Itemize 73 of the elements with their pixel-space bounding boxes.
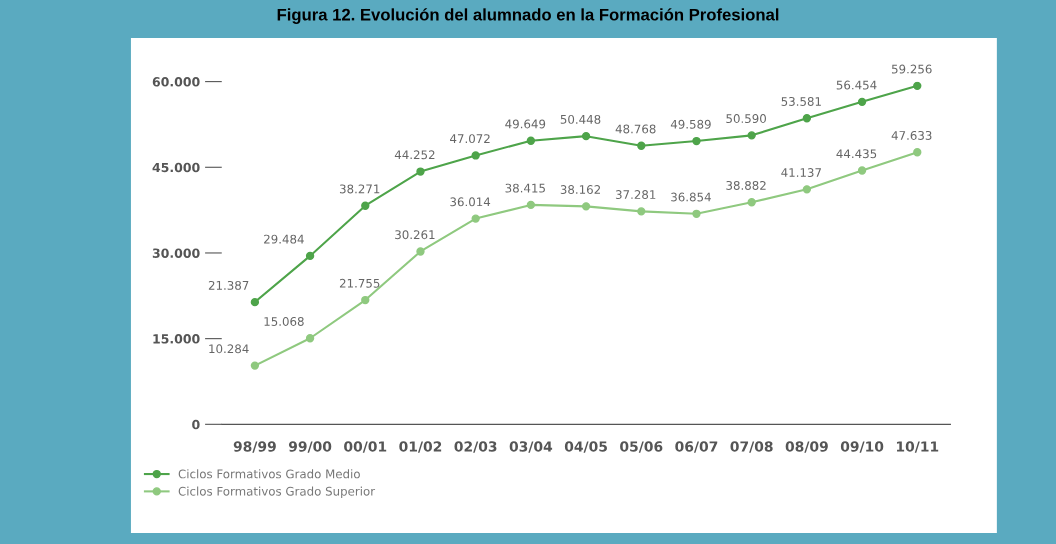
x-tick-label: 10/11 xyxy=(896,441,939,453)
data-label: 49.589 xyxy=(670,119,711,129)
point xyxy=(913,148,922,157)
x-tick-label: 99/00 xyxy=(288,441,332,453)
x-tick-label: 98/99 xyxy=(233,441,276,453)
data-label: 29.484 xyxy=(264,234,304,244)
y-tick-label: 15.000 xyxy=(153,334,200,344)
data-label: 47.633 xyxy=(891,130,932,140)
point xyxy=(802,185,812,194)
data-label: 10.284 xyxy=(209,344,249,354)
data-label: 47.072 xyxy=(450,134,490,144)
x-tick-label: 09/10 xyxy=(840,441,884,453)
data-label: 41.137 xyxy=(781,168,821,178)
data-label: 36.014 xyxy=(450,197,491,207)
x-tick-label: 08/09 xyxy=(785,441,828,453)
point xyxy=(305,251,315,261)
data-label: 56.454 xyxy=(836,80,877,90)
x-tick-label: 02/03 xyxy=(454,441,497,453)
point xyxy=(305,334,315,343)
data-label: 38.162 xyxy=(560,185,600,195)
data-label: 59.256 xyxy=(891,64,932,74)
point xyxy=(637,141,646,150)
y-tick-label: 30.000 xyxy=(152,248,200,258)
point xyxy=(581,202,591,211)
point xyxy=(526,136,536,145)
data-label: 48.768 xyxy=(615,124,656,134)
data-label: 21.387 xyxy=(208,280,249,290)
x-tick-label: 07/08 xyxy=(730,441,773,453)
point xyxy=(250,297,260,307)
point xyxy=(913,81,922,91)
point xyxy=(361,295,370,305)
point xyxy=(361,201,370,210)
data-label: 37.281 xyxy=(615,190,656,200)
legend-label: Ciclos Formativos Grado Superior xyxy=(178,486,376,498)
data-label: 38.271 xyxy=(339,184,380,194)
point xyxy=(416,167,425,176)
data-label: 38.882 xyxy=(726,180,766,190)
x-tick-label: 01/02 xyxy=(399,441,442,453)
data-label: 21.755 xyxy=(339,278,380,288)
data-label: 38.415 xyxy=(505,183,545,193)
data-label: 30.261 xyxy=(395,230,435,240)
data-label: 49.649 xyxy=(505,119,546,129)
data-label: 53.581 xyxy=(781,97,821,106)
point xyxy=(747,131,756,140)
x-tick-label: 05/06 xyxy=(620,441,663,453)
chart-title: Figura 12. Evolución del alumnado en la Formación Profesional xyxy=(277,8,779,24)
data-label: 36.854 xyxy=(671,192,711,202)
x-tick-label: 03/04 xyxy=(509,441,553,453)
point xyxy=(857,97,867,107)
legend-label: Ciclos Formativos Grado Medio xyxy=(178,469,360,479)
point xyxy=(802,114,812,123)
data-label: 44.252 xyxy=(394,150,435,160)
data-label: 50.448 xyxy=(560,114,601,124)
x-tick-label: 00/01 xyxy=(344,441,387,453)
point xyxy=(581,131,591,141)
point xyxy=(471,214,480,223)
point xyxy=(526,200,536,210)
data-label: 44.435 xyxy=(836,149,877,159)
data-label: 50.590 xyxy=(726,114,766,124)
data-label: 15.068 xyxy=(264,316,304,326)
point xyxy=(857,166,867,175)
point xyxy=(692,136,701,146)
point xyxy=(747,198,756,207)
point xyxy=(250,361,260,370)
y-tick-label: 60.000 xyxy=(152,77,200,87)
x-tick-label: 04/05 xyxy=(564,441,607,453)
y-tick-label: 45.000 xyxy=(152,162,200,173)
y-tick-label: 0 xyxy=(192,419,200,430)
x-tick-label: 06/07 xyxy=(675,441,718,453)
point xyxy=(637,207,646,216)
point xyxy=(416,247,425,256)
point xyxy=(692,209,701,218)
point xyxy=(471,151,480,160)
